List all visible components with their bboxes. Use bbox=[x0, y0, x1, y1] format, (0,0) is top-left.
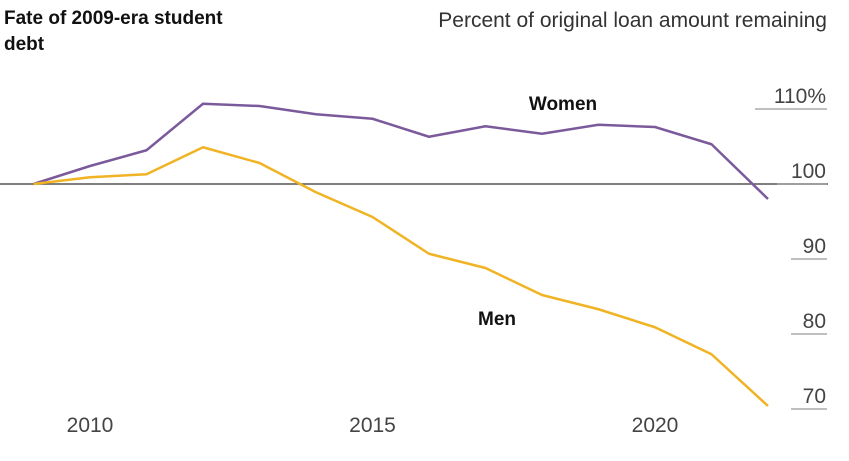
chart-title: Fate of 2009-era student debt bbox=[4, 8, 223, 55]
y-tick-label: 100 bbox=[791, 160, 826, 183]
series-label-men: Men bbox=[478, 309, 516, 330]
x-tick-label: 2020 bbox=[632, 414, 679, 437]
y-axis-label: Percent of original loan amount remainin… bbox=[438, 9, 827, 32]
y-tick-label: 90 bbox=[803, 235, 826, 258]
y-tick-label: 110% bbox=[774, 85, 826, 108]
x-tick-label: 2010 bbox=[67, 414, 114, 437]
series-line-men bbox=[33, 146, 769, 407]
y-tick-label: 70 bbox=[803, 385, 826, 408]
y-tick-label: 80 bbox=[803, 310, 826, 333]
x-tick-label: 2015 bbox=[349, 414, 396, 437]
series-line-women bbox=[33, 102, 769, 200]
series-label-women: Women bbox=[529, 94, 597, 115]
